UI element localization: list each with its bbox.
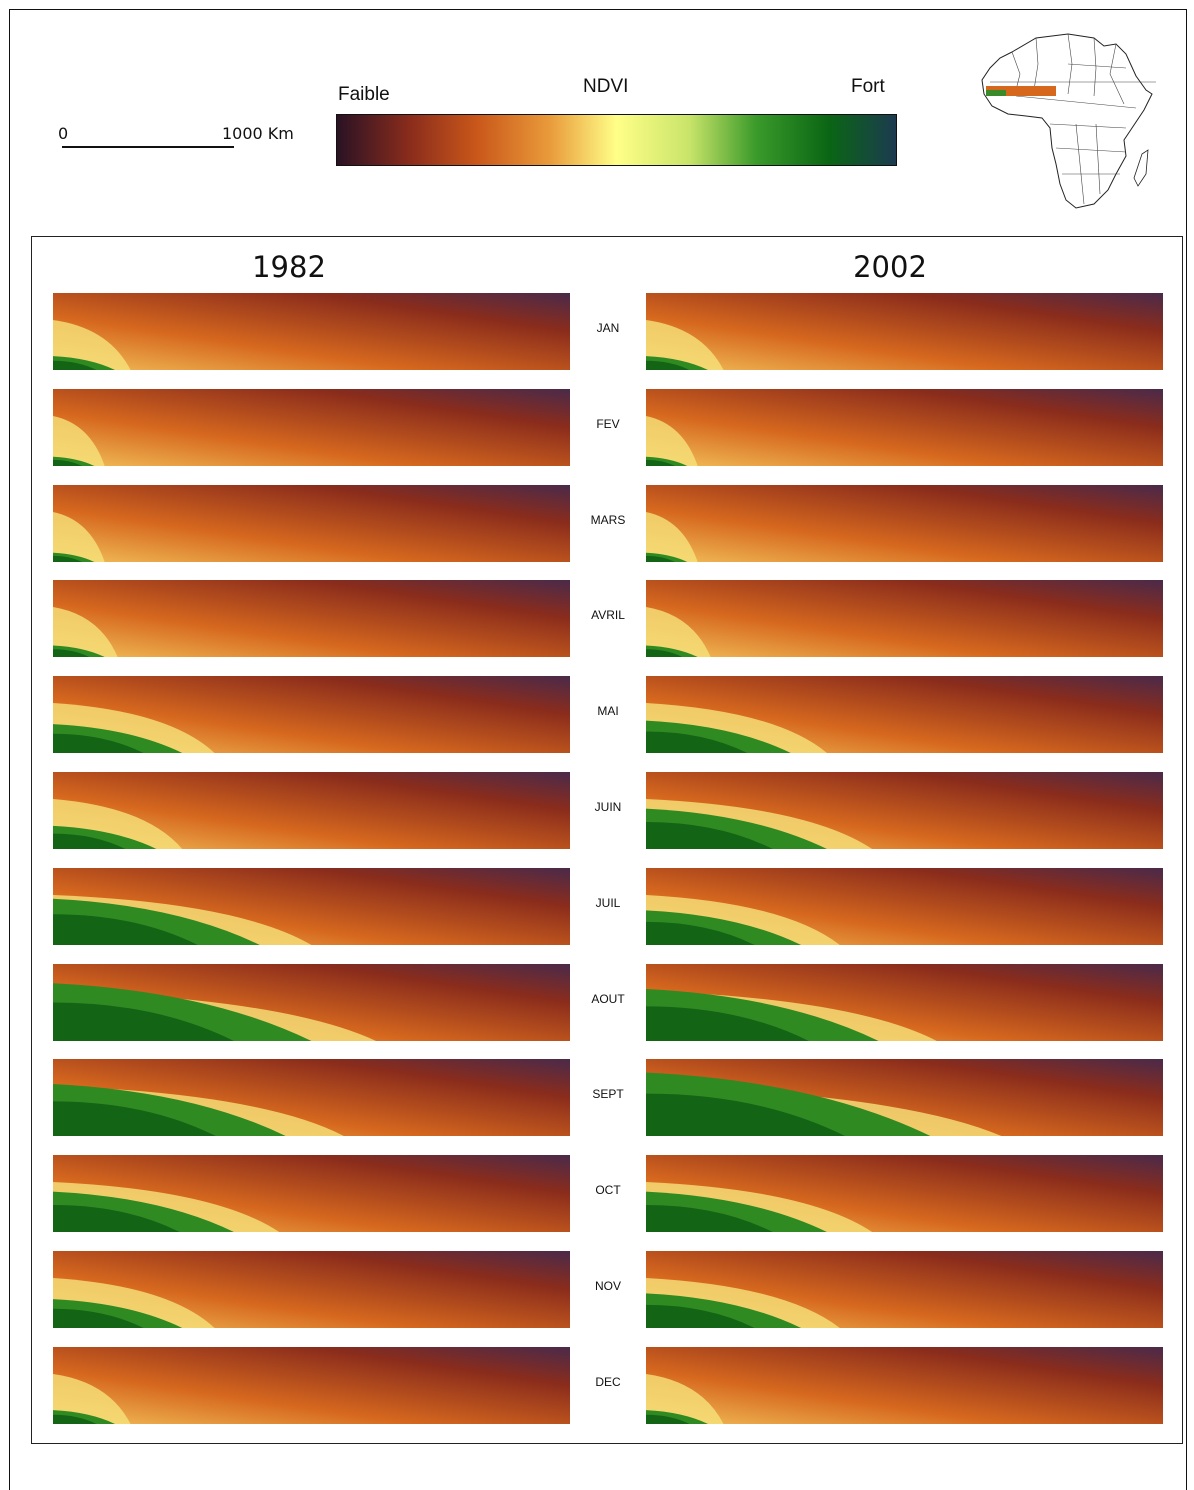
legend-high-label: Fort [851,76,885,97]
map-1982-dec [53,1346,570,1424]
island-madagascar [1133,149,1149,187]
scale-bar: 0 1000 Km [58,124,298,154]
maps-panel [31,236,1183,1444]
map-1982-mars [53,484,570,562]
month-label-juin: JUIN [594,800,622,814]
year-2002-title: 2002 [853,250,927,284]
map-1982-fev [53,388,570,466]
africa-inset-map [981,33,1156,209]
month-label-nov: NOV [594,1279,621,1293]
year-1982-title: 1982 [252,250,326,284]
map-2002-juin [646,772,1163,849]
map-1982-nov [53,1251,570,1328]
map-2002-dec [646,1346,1163,1424]
month-label-dec: DEC [595,1374,621,1389]
month-label-fev: FEV [596,416,620,431]
map-2002-juil [646,867,1163,945]
month-label-aout: AOUT [591,991,625,1006]
legend-title: NDVI [583,76,629,97]
country-borders [990,33,1156,205]
study-area-highlight-green [986,90,1006,96]
legend-low-label: Faible [338,84,390,105]
scale-start-label: 0 [58,124,69,143]
month-label-jan: JAN [596,321,620,335]
month-label-mai: MAI [597,704,619,719]
map-1982-juil [53,867,570,945]
month-label-juil: JUIL [595,895,621,910]
map-2002-oct [646,1155,1163,1233]
map-1982-oct [53,1155,570,1233]
month-label-avril: AVRIL [591,608,625,623]
map-1982-mai [53,676,570,754]
map-2002-fev [646,388,1163,466]
africa-outline [981,33,1153,209]
map-2002-jan [646,293,1163,370]
map-2002-mai [646,676,1163,754]
scale-line [62,146,234,148]
map-2002-sept [646,1059,1163,1137]
map-2002-avril [646,580,1163,658]
map-1982-jan [53,293,570,370]
ndvi-color-ramp [336,114,897,166]
month-label-mars: MARS [590,512,626,527]
map-1982-sept [53,1059,570,1137]
figure-frame [9,9,1187,1490]
month-label-sept: SEPT [592,1087,624,1102]
map-1982-avril [53,580,570,658]
month-label-oct: OCT [595,1183,621,1198]
map-1982-juin [53,772,570,849]
map-2002-mars [646,484,1163,562]
study-area-highlight [986,86,1056,96]
map-1982-aout [53,963,570,1041]
map-2002-nov [646,1251,1163,1328]
scale-end-label: 1000 Km [222,124,294,143]
map-2002-aout [646,963,1163,1041]
